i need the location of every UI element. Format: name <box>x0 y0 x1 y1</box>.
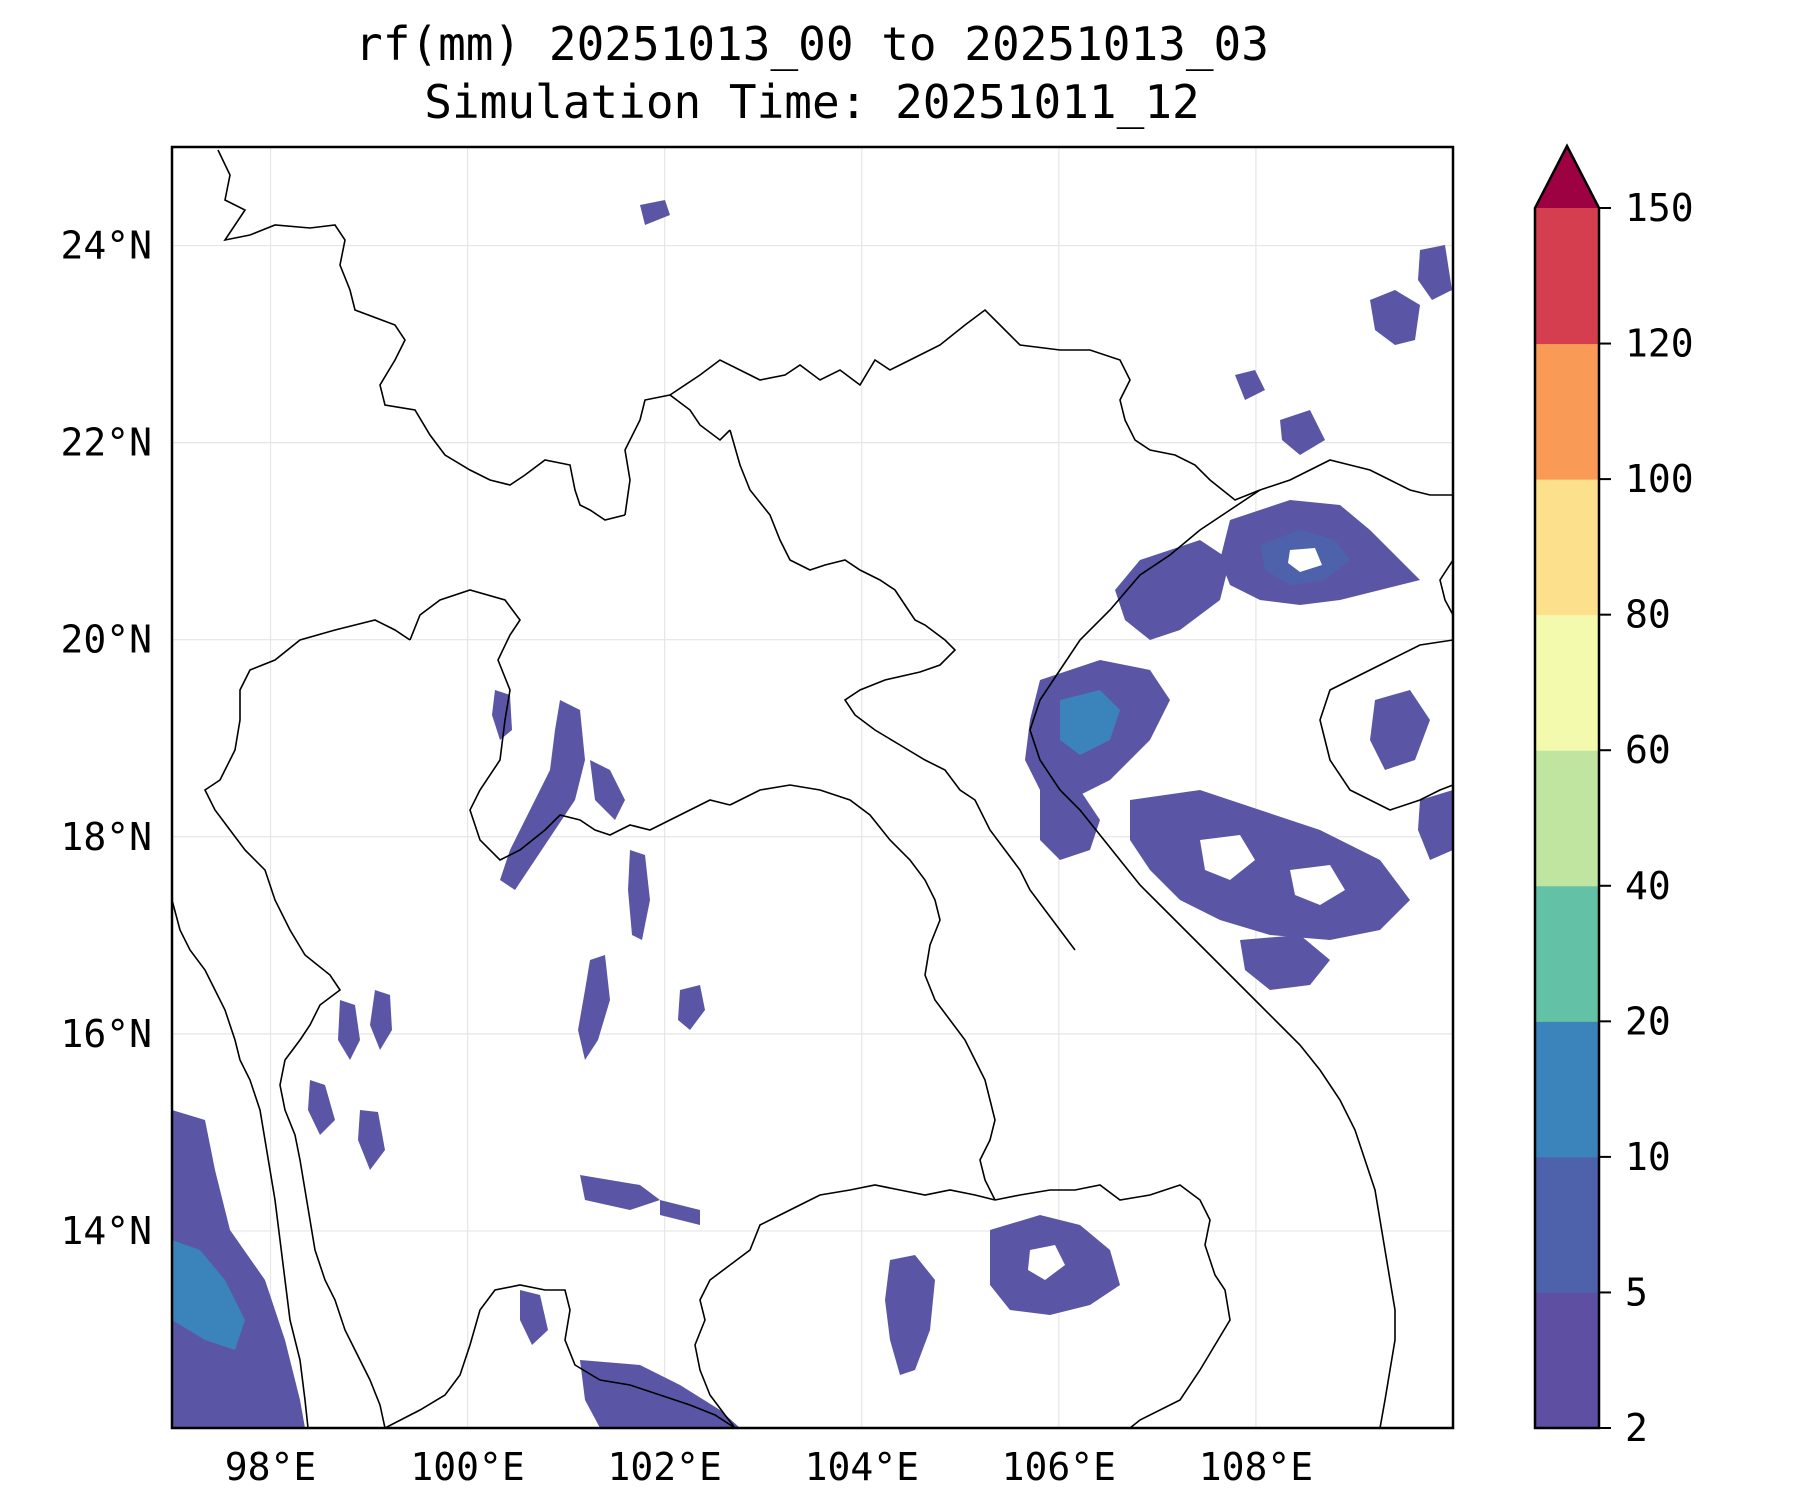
rain-region-laos-band <box>500 700 585 890</box>
x-axis: 98°E 100°E 102°E 104°E 106°E 108°E <box>225 1445 1313 1489</box>
border-laos-china <box>624 394 731 516</box>
rain-hole-tonkin <box>1288 548 1322 572</box>
border-laos-thailand-mekong <box>729 784 996 1201</box>
map-frame <box>170 145 1455 1430</box>
border-cambodia-vietnam <box>994 1184 1231 1428</box>
y-tick-label: 14°N <box>60 1209 152 1253</box>
coast-leizhou <box>1439 559 1453 616</box>
colorbar: 2 5 10 20 40 60 80 100 120 150 <box>1533 143 1694 1450</box>
rain-region-top <box>640 200 670 225</box>
rain-streak-3 <box>678 985 705 1030</box>
border-laos-vietnam <box>729 429 1076 951</box>
border-myanmar-china <box>217 149 626 521</box>
rain-region-guangxi-4 <box>1235 370 1265 400</box>
x-tick-label: 102°E <box>607 1445 721 1489</box>
colorbar-tick-label: 5 <box>1625 1270 1648 1314</box>
rain-streak-thai-4 <box>358 1110 385 1170</box>
y-tick-label: 22°N <box>60 421 152 465</box>
rain-region-laos-side <box>590 760 625 820</box>
rainfall-field <box>172 200 1453 1428</box>
colorbar-tick-label: 40 <box>1625 864 1671 908</box>
y-tick-label: 20°N <box>60 618 152 662</box>
colorbar-segment <box>1535 1156 1599 1293</box>
colorbar-segment <box>1535 343 1599 480</box>
colorbar-extend-triangle <box>1535 146 1599 208</box>
rain-region-gulf-far-south <box>1240 935 1330 990</box>
coast-vietnam <box>1029 489 1396 1428</box>
rain-region-guangxi-1 <box>1370 290 1420 345</box>
rain-streak-1 <box>628 850 650 940</box>
border-cambodia-thailand <box>694 1184 996 1428</box>
rain-region-tonkin-coast <box>1115 540 1230 640</box>
colorbar-segment <box>1535 1021 1599 1158</box>
rain-region-wcambodia <box>885 1255 935 1375</box>
rain-region-gulf-south <box>1130 790 1410 940</box>
border-laos-thailand-north <box>409 589 731 861</box>
colorbar-outline <box>1533 143 1601 1430</box>
rain-region-ncv-core <box>1060 690 1120 755</box>
boundaries <box>172 149 1453 1428</box>
rain-region-offshore-2 <box>1418 790 1453 860</box>
rain-hole-ncambodia <box>1028 1245 1065 1280</box>
rain-region-gulf-thailand <box>580 1360 740 1428</box>
rain-region-ncv-south <box>1040 790 1100 860</box>
x-tick-label: 98°E <box>225 1445 317 1489</box>
map-panel: 98°E 100°E 102°E 104°E 106°E 108°E 14°N 16°N 18… <box>60 145 1455 1489</box>
border-vietnam-china <box>669 308 1261 501</box>
y-tick-label: 16°N <box>60 1012 152 1056</box>
rain-hole-gulf-1 <box>1200 835 1255 880</box>
colorbar-tick-label: 120 <box>1625 322 1694 366</box>
y-tick-label: 18°N <box>60 815 152 859</box>
coast-andaman <box>172 899 309 1428</box>
coast-south-china <box>1259 459 1453 496</box>
colorbar-segment <box>1535 885 1599 1022</box>
rain-streak-thai-5 <box>580 1175 660 1210</box>
rain-region-andaman-core <box>172 1240 245 1350</box>
rain-region-laos-west <box>492 690 512 740</box>
rain-streak-2 <box>578 955 610 1060</box>
colorbar-segment <box>1535 1292 1599 1429</box>
rain-streak-thai-3 <box>308 1080 335 1135</box>
y-tick-label: 24°N <box>60 224 152 268</box>
colorbar-tick-label: 60 <box>1625 728 1671 772</box>
x-tick-label: 108°E <box>1199 1445 1313 1489</box>
colorbar-tick-label: 10 <box>1625 1135 1671 1179</box>
rain-streak-thai-1 <box>338 1000 360 1060</box>
map-background <box>172 147 1453 1428</box>
rain-region-guangxi-2 <box>1418 245 1452 300</box>
colorbar-segment <box>1535 614 1599 751</box>
map-title-line1: rf(mm) 20251013_00 to 20251013_03 <box>355 17 1269 71</box>
rain-streak-thai-2 <box>370 990 392 1050</box>
colorbar-segment <box>1535 208 1599 345</box>
x-tick-label: 100°E <box>410 1445 524 1489</box>
rain-region-guangxi-3 <box>1280 410 1325 455</box>
colorbar-tick-label: 20 <box>1625 999 1671 1043</box>
rain-region-gulf-thailand-w <box>520 1290 548 1345</box>
colorbar-tick-label: 2 <box>1625 1406 1648 1450</box>
colorbar-segment <box>1535 479 1599 616</box>
y-axis: 14°N 16°N 18°N 20°N 22°N 24°N <box>60 224 152 1253</box>
rain-region-andaman <box>172 1110 305 1428</box>
map-title-line2: Simulation Time: 20251011_12 <box>424 75 1199 129</box>
rain-region-offshore <box>1370 690 1430 770</box>
rain-streak-thai-6 <box>660 1200 700 1225</box>
colorbar-tick-label: 80 <box>1625 593 1671 637</box>
x-tick-label: 104°E <box>805 1445 919 1489</box>
colorbar-segment <box>1535 750 1599 887</box>
border-myanmar-thailand <box>203 619 411 1428</box>
coast-hainan <box>1319 639 1453 811</box>
x-tick-label: 106°E <box>1002 1445 1116 1489</box>
rain-hole-gulf-2 <box>1290 865 1345 905</box>
colorbar-tick-label: 100 <box>1625 457 1694 501</box>
colorbar-tick-label: 150 <box>1625 186 1694 230</box>
coast-gulf-thailand <box>384 1284 736 1428</box>
